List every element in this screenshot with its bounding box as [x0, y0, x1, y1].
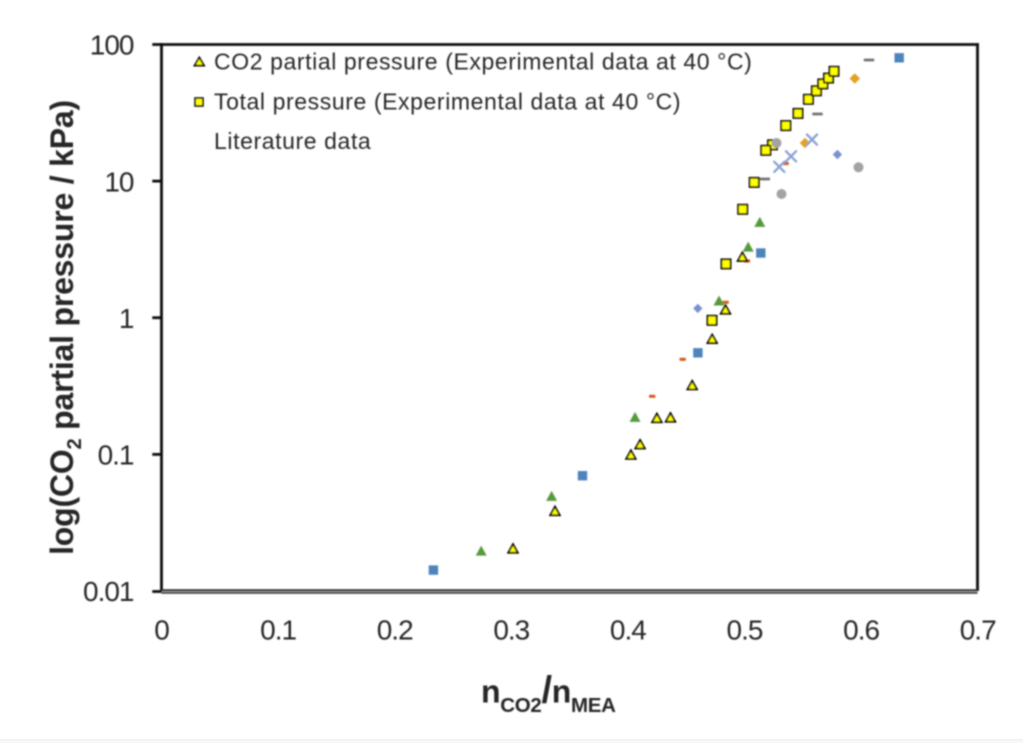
svg-text:0.3: 0.3 [493, 615, 529, 646]
svg-text:1: 1 [119, 303, 134, 334]
svg-text:0: 0 [154, 615, 169, 646]
svg-text:CO2 partial pressure (Experime: CO2 partial pressure (Experimental data … [214, 48, 752, 74]
svg-text:0.1: 0.1 [260, 615, 296, 646]
svg-text:0.4: 0.4 [610, 615, 646, 646]
svg-text:Total pressure (Experimental d: Total pressure (Experimental data at 40 … [214, 89, 681, 115]
svg-text:0.2: 0.2 [377, 615, 413, 646]
svg-text:0.6: 0.6 [843, 615, 879, 646]
svg-text:10: 10 [104, 166, 134, 197]
svg-text:0.5: 0.5 [727, 615, 763, 646]
svg-text:0.7: 0.7 [960, 615, 996, 646]
svg-text:0.1: 0.1 [98, 440, 134, 471]
svg-text:log(CO2 partial pressure / kPa: log(CO2 partial pressure / kPa) [44, 100, 86, 555]
svg-text:100: 100 [90, 30, 134, 61]
svg-text:Literature data: Literature data [214, 128, 371, 154]
svg-text:0.01: 0.01 [83, 576, 134, 607]
